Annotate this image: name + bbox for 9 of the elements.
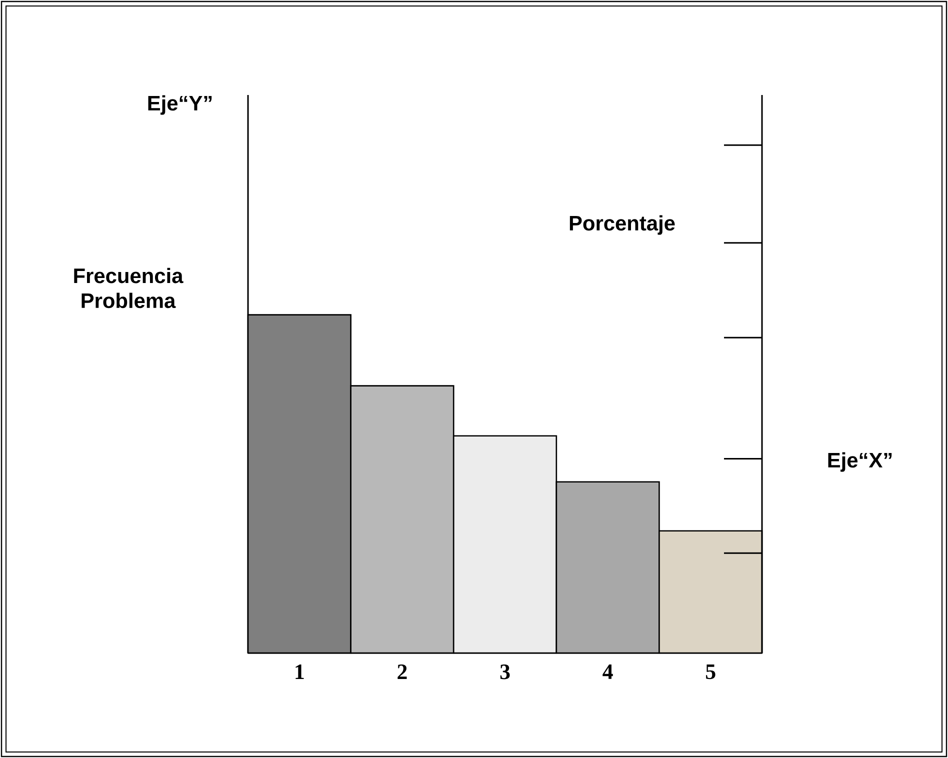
text: Eje“Y”: [148, 95, 212, 115]
y-axis-title: Frecuencia Problema: [74, 268, 184, 308]
x-tick-label: 4: [602, 664, 613, 679]
x-tick-label: 1: [296, 664, 304, 679]
y2-axis-title: Porcentaje: [570, 215, 675, 235]
x-tick-label: 3: [500, 664, 510, 680]
x-tick-label: 5: [706, 664, 716, 680]
x-tick-label: 2: [398, 664, 407, 680]
text: Eje“X”: [828, 452, 892, 472]
